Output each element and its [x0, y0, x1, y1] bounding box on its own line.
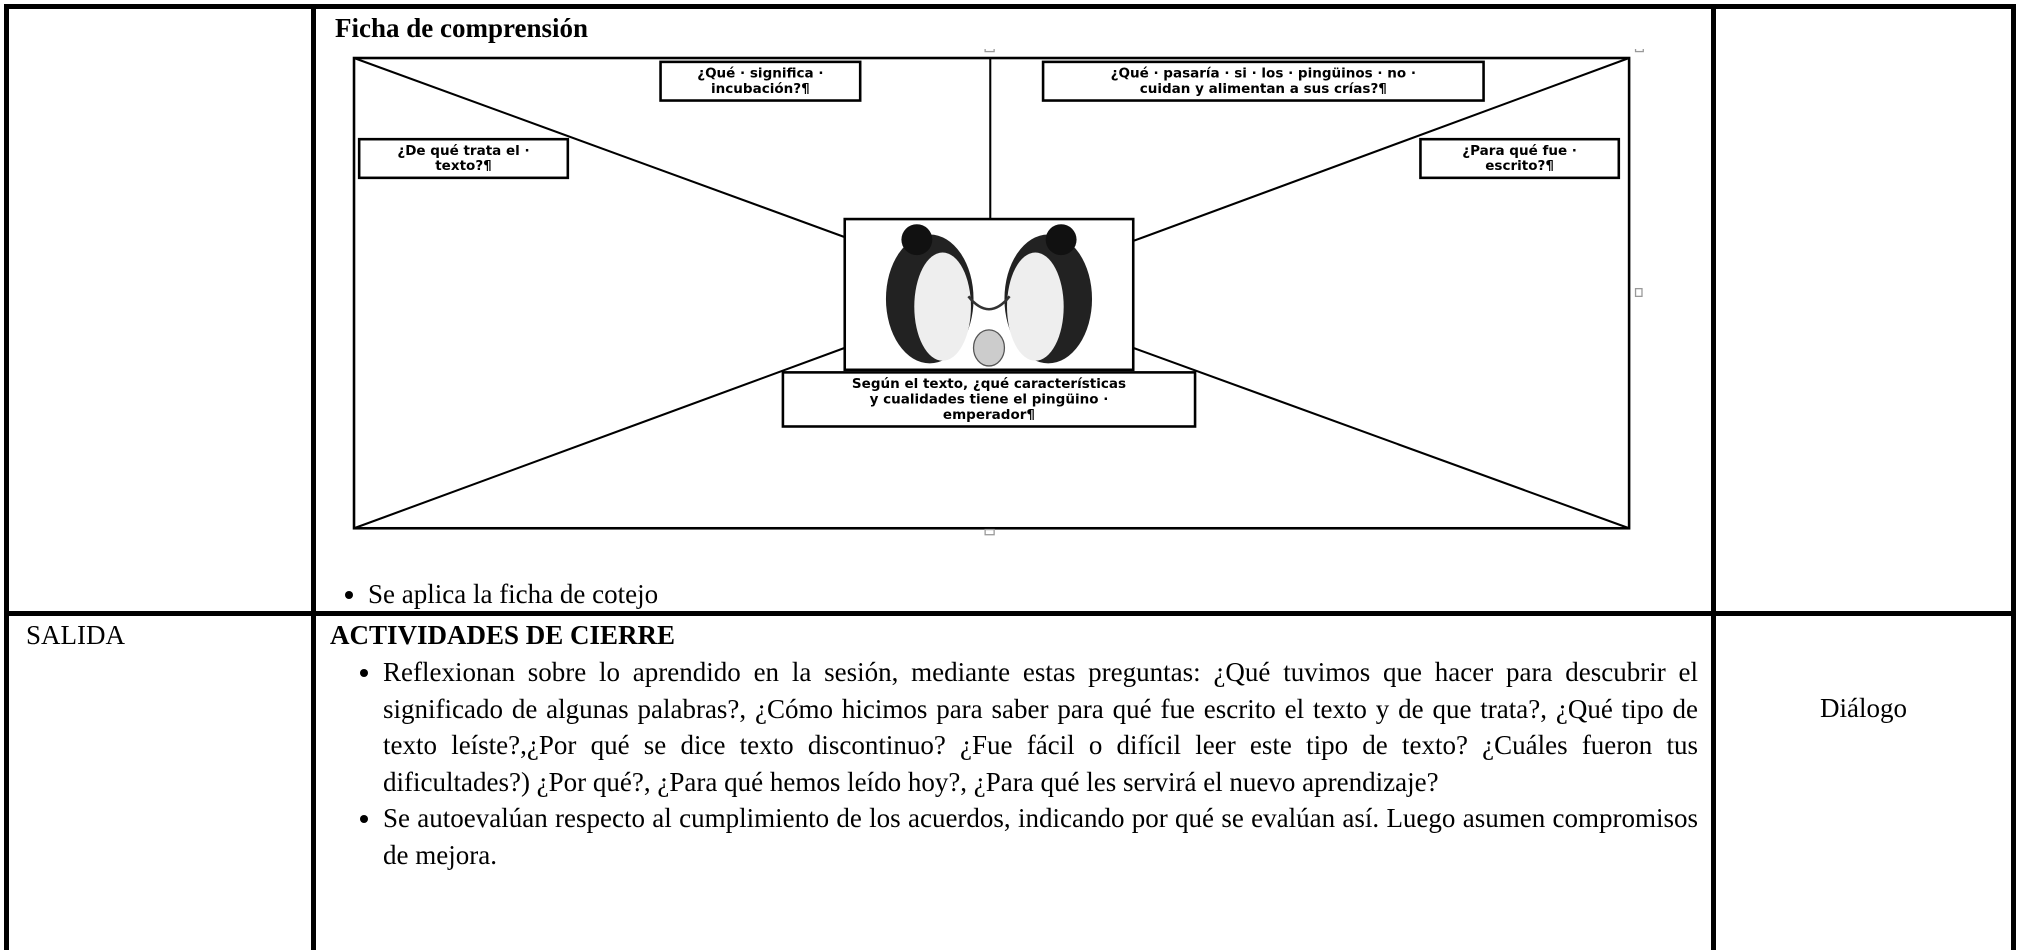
- question-box: [659, 60, 862, 102]
- question-box: [1041, 60, 1485, 102]
- closing-activities: Reflexionan sobre lo aprendido en la ses…: [330, 654, 1698, 873]
- question-line: ¿Para qué fue ·: [1462, 143, 1577, 159]
- question-text: ¿Qué · significa · incubación?¶: [697, 65, 823, 96]
- table-border-left: [4, 4, 9, 950]
- section-heading: Ficha de comprensión: [335, 13, 589, 43]
- question-line: ¿Qué · pasaría · si · los · pingüinos · …: [1111, 65, 1416, 81]
- section-heading: ACTIVIDADES DE CIERRE: [330, 620, 676, 650]
- question-text: Según el texto, ¿qué características y cu…: [852, 376, 1126, 423]
- question-box: [1419, 137, 1621, 180]
- bullet-item: Se autoevalúan respecto al cumplimiento …: [383, 800, 1698, 873]
- question-line: ¿De qué trata el ·: [397, 143, 529, 159]
- table-border-top: [4, 4, 2016, 9]
- question-line: incubación?¶: [711, 81, 810, 97]
- diagram-lines: [353, 57, 1630, 530]
- question-text: ¿Qué · pasaría · si · los · pingüinos · …: [1111, 65, 1416, 96]
- question-line: texto?¶: [435, 158, 492, 174]
- row-divider: [4, 611, 2016, 616]
- bullet-list: Reflexionan sobre lo aprendido en la ses…: [330, 654, 1698, 873]
- question-text: ¿De qué trata el · texto?¶: [397, 143, 529, 174]
- column-divider: [311, 4, 316, 950]
- bullet-item: Se aplica la ficha de cotejo: [368, 576, 1695, 613]
- column-divider: [1711, 4, 1716, 950]
- comprehension-diagram: ¿Qué · significa · incubación?¶ ¿Qué · pas…: [352, 49, 1644, 536]
- question-line: ¿Qué · significa ·: [697, 65, 823, 81]
- question-box: [781, 371, 1197, 428]
- question-text: ¿Para qué fue · escrito?¶: [1462, 143, 1577, 174]
- question-line: cuidan y alimentan a sus crías?¶: [1140, 81, 1387, 97]
- question-line: escrito?¶: [1485, 158, 1554, 174]
- question-line: Según el texto, ¿qué características: [852, 376, 1126, 392]
- table-border-right: [2011, 4, 2016, 950]
- penguin-image: [843, 217, 1135, 372]
- question-line: y cualidades tiene el pingüino ·: [870, 391, 1109, 407]
- bullet-item: Reflexionan sobre lo aprendido en la ses…: [383, 654, 1698, 800]
- question-box: [357, 137, 570, 180]
- frame-handles: [984, 49, 1644, 536]
- top-bullets: Se aplica la ficha de cotejo: [315, 576, 1695, 613]
- question-line: emperador¶: [943, 407, 1035, 423]
- bullet-list: Se aplica la ficha de cotejo: [315, 576, 1695, 613]
- resource-label: Diálogo: [1820, 693, 1907, 723]
- stage-label: SALIDA: [26, 620, 125, 650]
